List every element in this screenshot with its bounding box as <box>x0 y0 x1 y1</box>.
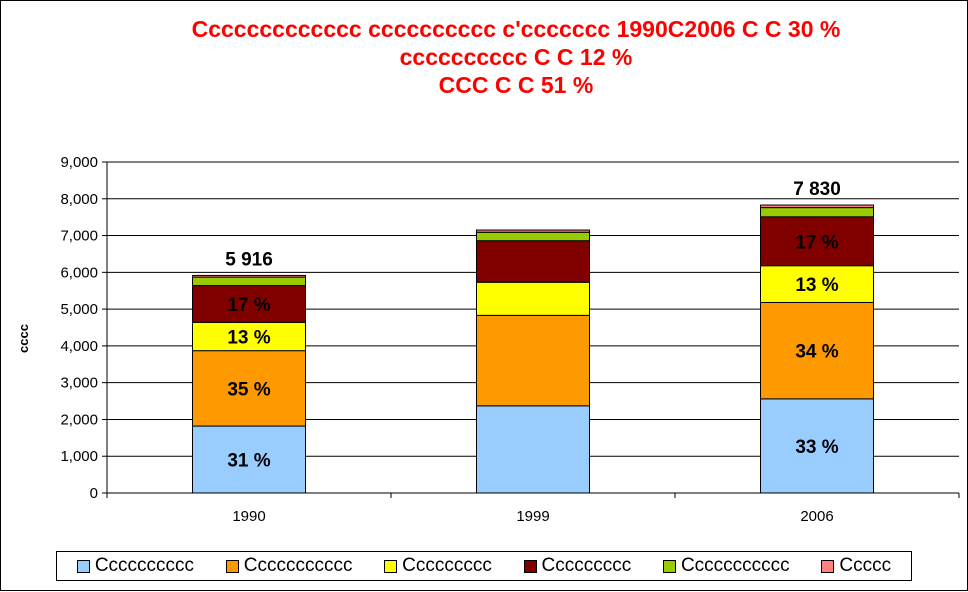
legend-swatch <box>384 559 398 573</box>
bar-segment <box>476 231 590 242</box>
legend-label: Cccccccccc <box>94 555 195 576</box>
legend-item: Ccccccccc <box>523 555 632 577</box>
x-tick-label: 2006 <box>800 508 833 525</box>
bar-total-label: 7 830 <box>793 179 841 200</box>
bar-segment <box>760 398 874 494</box>
segment-percent-label: 17 % <box>227 295 270 316</box>
segment-percent-label: 17 % <box>795 232 838 253</box>
bar-segment <box>476 240 590 283</box>
legend-item: Cccccccccc <box>76 555 195 577</box>
axes: 0 1,000 2,000 3,000 4,000 5,000 6,000 7,000 8,00… <box>60 154 960 525</box>
y-tick-label: 3,000 <box>60 375 98 392</box>
bar-segment <box>760 207 874 218</box>
y-tick-label: 6,000 <box>60 264 98 281</box>
bar-segment <box>476 281 590 316</box>
legend: Cccccccccc Ccccccccccc Ccccccccc Ccccccccc C… <box>56 551 912 581</box>
bar-segment <box>192 276 306 287</box>
y-tick-label: 4,000 <box>60 338 98 355</box>
y-tick-label: 9,000 <box>60 154 98 171</box>
bar-segment <box>760 265 874 303</box>
title-line-2: cccccccccc C C 12 % <box>399 44 633 70</box>
segment-percent-label: 34 % <box>795 342 838 363</box>
chart-title: Ccccccccccccc cccccccccc c'ccccccc 1990C… <box>1 15 968 99</box>
y-tick-label: 1,000 <box>60 448 98 465</box>
title-line-3: CCC C C 51 % <box>438 72 594 98</box>
segment-percent-label: 33 % <box>795 437 838 458</box>
bar-segment <box>760 301 874 400</box>
legend-item: Ccccccccccc <box>662 555 790 577</box>
legend-swatch <box>821 559 835 573</box>
legend-item: Ccccc <box>821 555 891 577</box>
bar-segment <box>192 285 306 323</box>
segment-percent-label: 35 % <box>227 379 270 400</box>
legend-swatch <box>225 559 239 573</box>
bar-segment <box>476 405 590 494</box>
legend-item: Ccccccccccc <box>225 555 353 577</box>
legend-item: Ccccccccc <box>384 555 492 577</box>
data-labels: 31 % 35 % 13 % 17 % 5 916 33 % 34 % 13 % 17 % 7 8… <box>225 179 841 472</box>
legend-label: Ccccccccccc <box>680 555 790 576</box>
bar-segment <box>760 216 874 267</box>
segment-percent-label: 31 % <box>227 451 270 472</box>
legend-label: Ccccccccccc <box>243 555 353 576</box>
bar-segment <box>760 204 874 209</box>
legend-swatch <box>76 559 90 573</box>
legend-swatch <box>523 559 537 573</box>
legend-label: Ccccccccc <box>402 555 492 576</box>
segment-percent-label: 13 % <box>227 328 270 349</box>
bar-segment <box>476 314 590 407</box>
y-tick-label: 7,000 <box>60 228 98 245</box>
y-tick-label: 5,000 <box>60 301 98 318</box>
y-tick-label: 8,000 <box>60 191 98 208</box>
bar-total-label: 5 916 <box>225 249 273 270</box>
y-tick-label: 2,000 <box>60 411 98 428</box>
bar-segment <box>476 229 590 233</box>
legend-swatch <box>662 559 676 573</box>
x-tick-label: 1999 <box>516 508 549 525</box>
legend-label: Ccccccccc <box>541 555 632 576</box>
bar-segment <box>192 274 306 278</box>
bars <box>192 204 874 494</box>
title-line-1: Ccccccccccccc cccccccccc c'ccccccc 1990C… <box>191 16 841 42</box>
segment-percent-label: 13 % <box>795 275 838 296</box>
legend-label: Ccccc <box>839 555 892 576</box>
x-tick-label: 1990 <box>232 508 265 525</box>
y-tick-label: 0 <box>90 485 98 502</box>
